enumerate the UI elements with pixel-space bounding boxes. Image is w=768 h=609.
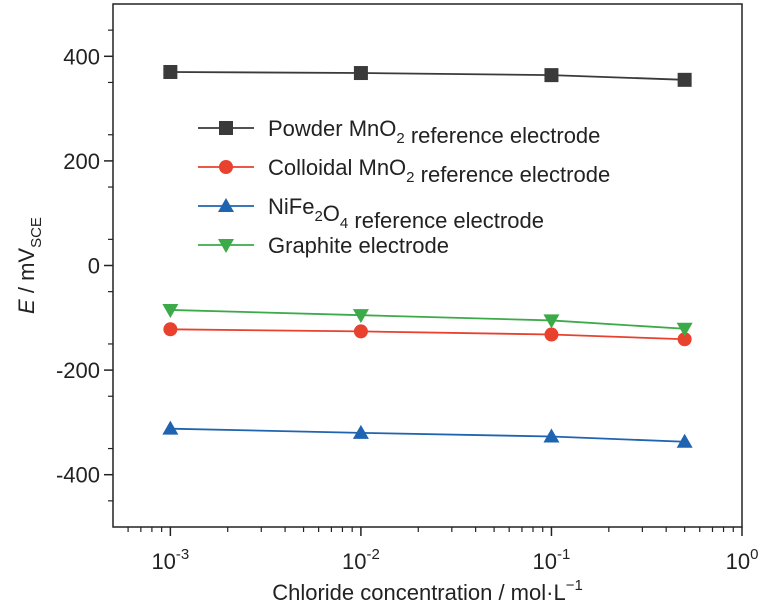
data-point	[353, 66, 368, 81]
x-tick-label: 10-2	[342, 546, 380, 574]
legend-entry-2: NiFe2O4 reference electrode	[198, 194, 544, 233]
axis-labels: Chloride concentration / mol·L−1 E / mVSC…	[14, 217, 583, 605]
data-point	[543, 314, 560, 329]
legend-marker	[218, 198, 234, 212]
plot-area: 10-3 10-2 10-1 100 400 200 0 -200 -400	[56, 3, 759, 574]
x-axis-label: Chloride concentration / mol·L−1	[272, 577, 583, 605]
legend-marker	[219, 160, 233, 174]
legend-entry-3: Graphite electrode	[198, 233, 449, 258]
data-point	[543, 428, 560, 443]
legend-label: Graphite electrode	[268, 233, 449, 258]
y-tick-label: 200	[63, 149, 100, 174]
series-1	[163, 322, 692, 347]
y-tick-label: 0	[88, 254, 100, 279]
data-point	[163, 64, 178, 79]
data-point	[162, 303, 179, 318]
data-point	[353, 324, 368, 339]
legend-entry-1: Colloidal MnO2 reference electrode	[198, 155, 610, 187]
data-point	[676, 433, 693, 448]
data-point	[677, 332, 692, 347]
y-tick-label: -400	[56, 463, 100, 488]
series-3	[162, 303, 693, 337]
data-point	[352, 424, 369, 439]
series-line	[170, 427, 685, 443]
legend: Powder MnO2 reference electrode Colloidal…	[198, 116, 610, 258]
data-point	[544, 327, 559, 342]
series-line	[170, 71, 685, 81]
plot-frame	[112, 3, 743, 528]
y-axis-label: E / mVSCE	[14, 217, 45, 314]
series-line	[170, 309, 685, 330]
x-tick-label: 10-3	[151, 546, 189, 574]
legend-entry-0: Powder MnO2 reference electrode	[198, 116, 600, 148]
series-0	[163, 64, 692, 87]
y-tick-label: 400	[63, 44, 100, 69]
y-tick-label: -200	[56, 358, 100, 383]
legend-marker	[218, 239, 234, 253]
series-line	[170, 328, 685, 341]
data-point	[352, 309, 369, 324]
legend-label: Colloidal MnO2 reference electrode	[268, 155, 610, 187]
legend-label: Powder MnO2 reference electrode	[268, 116, 600, 148]
series-2	[162, 420, 693, 448]
data-point	[677, 72, 692, 87]
legend-label: NiFe2O4 reference electrode	[268, 194, 544, 233]
x-tick-label: 10-1	[533, 546, 571, 574]
data-point	[162, 420, 179, 435]
series-group	[162, 64, 693, 448]
data-point	[163, 322, 178, 337]
data-point	[544, 68, 559, 83]
legend-marker	[219, 121, 233, 135]
x-tick-label: 100	[726, 546, 759, 574]
data-point	[676, 322, 693, 337]
